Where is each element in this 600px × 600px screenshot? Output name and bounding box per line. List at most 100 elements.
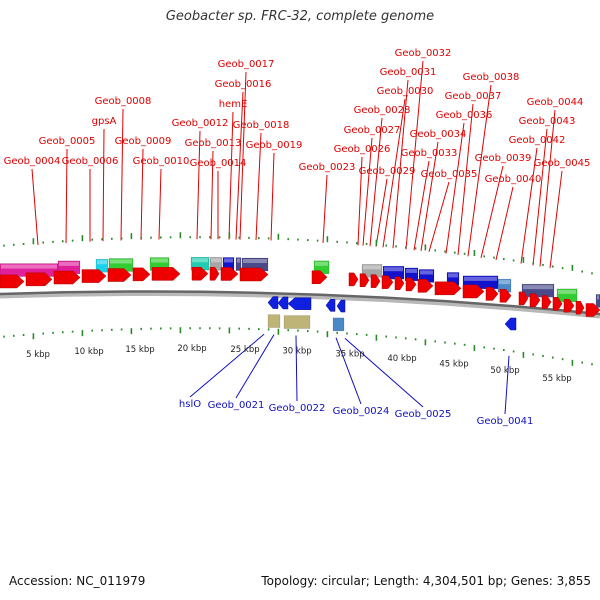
feature-box-slate <box>595 294 600 308</box>
scale-labels: 5 kbp 10 kbp 15 kbp 20 kbp 25 kbp 30 kbp 35 kb… <box>26 344 572 384</box>
plus-gene-label: Geob_0035 <box>421 169 478 180</box>
scale-label: 30 kbp <box>282 347 311 357</box>
backbone-line <box>0 290 600 316</box>
plus-gene-label: Geob_0019 <box>246 140 303 151</box>
feature-box-highlight <box>243 259 267 264</box>
feature-box-highlight <box>384 267 403 272</box>
plus-connector <box>520 147 538 264</box>
plus-connector <box>382 98 406 248</box>
plus-connector <box>255 132 262 241</box>
plus-gene-label: Geob_0036 <box>436 110 493 121</box>
minus-strand-arrow <box>267 296 279 309</box>
minus-gene-label: Geob_0041 <box>477 416 534 427</box>
plus-connector <box>413 160 430 251</box>
plus-connector <box>532 128 548 266</box>
plus-strand-arrow <box>518 291 529 306</box>
plus-gene-label: gpsA <box>92 116 117 127</box>
plus-gene-label: Geob_0013 <box>185 138 242 149</box>
feature-box-highlight <box>224 258 233 263</box>
tick-marks <box>3 232 593 366</box>
plus-strand-arrow <box>191 266 209 281</box>
plus-gene-label: Geob_0031 <box>380 67 437 78</box>
plus-connector <box>228 111 234 240</box>
plus-gene-label: Geob_0006 <box>62 156 119 167</box>
plus-connector <box>428 181 450 252</box>
plus-gene-label: Geob_0014 <box>190 158 247 169</box>
scale-label: 40 kbp <box>387 354 416 364</box>
plus-gene-label: Geob_0005 <box>39 136 96 147</box>
genome-summary: Topology: circular; Length: 4,304,501 bp… <box>261 574 591 588</box>
minus-connector <box>344 337 424 408</box>
minus-gene-label: Geob_0021 <box>208 400 265 411</box>
plus-gene-label: Geob_0038 <box>463 72 520 83</box>
feature-box-highlight <box>420 270 433 275</box>
plus-connector <box>369 117 383 247</box>
plus-strand-arrow <box>563 299 575 313</box>
plus-gene-label: Geob_0032 <box>395 48 452 59</box>
plus-strand-arrow <box>552 297 563 311</box>
feature-box-highlight <box>97 260 107 265</box>
plus-gene-label: Geob_0010 <box>133 156 190 167</box>
plus-gene-label: Geob_0033 <box>401 148 458 159</box>
plus-connector <box>420 141 439 251</box>
plus-gene-label: Geob_0030 <box>377 86 434 97</box>
plus-gene-label: Geob_0042 <box>509 135 566 146</box>
feature-box-highlight <box>59 261 79 266</box>
plus-strand-arrow <box>0 274 25 289</box>
plus-strand-arrow <box>81 269 107 283</box>
plus-connector <box>392 79 409 249</box>
feature-box-highlight <box>237 258 240 263</box>
plus-strand-arrow <box>434 281 462 296</box>
scale-label: 35 kbp <box>335 350 364 360</box>
backbone-shadow <box>0 291 600 319</box>
feature-box-highlight <box>315 261 328 266</box>
scale-label: 55 kbp <box>542 374 571 384</box>
plus-gene-label: Geob_0004 <box>4 156 61 167</box>
minus-strand-arrow <box>336 299 346 313</box>
minus-gene-label: Geob_0022 <box>269 403 326 414</box>
plus-gene-label: Geob_0037 <box>445 91 502 102</box>
plus-strand-arrow <box>394 276 405 291</box>
plus-gene-label: Geob_0012 <box>172 118 229 129</box>
plus-connector <box>158 168 162 240</box>
plus-connector <box>375 178 388 247</box>
plus-strand-arrow <box>405 277 417 292</box>
feature-box-highlight <box>558 289 576 294</box>
plus-connector <box>31 168 39 245</box>
plus-connector <box>239 71 247 240</box>
plus-strand-arrow <box>209 267 220 281</box>
scale-label: 5 kbp <box>26 350 50 360</box>
plus-strand-arrow <box>499 289 512 303</box>
plus-strand-arrow <box>239 267 269 282</box>
plus-connector <box>357 156 363 246</box>
feature-box-highlight <box>1 264 57 269</box>
plus-gene-label: Geob_0043 <box>519 116 576 127</box>
scale-label: 15 kbp <box>125 345 154 355</box>
plus-connector <box>270 152 275 241</box>
plus-connector <box>140 148 144 240</box>
plus-connector <box>102 128 105 242</box>
feature-box-minus-khaki <box>267 314 281 328</box>
plus-gene-label: Geob_0034 <box>410 129 467 140</box>
plus-strand-arrow <box>53 270 81 285</box>
minus-gene-label: Geob_0025 <box>395 409 452 420</box>
accession-label: Accession: NC_011979 <box>9 574 146 588</box>
plus-gene-label: Geob_0009 <box>115 136 172 147</box>
feature-box-highlight <box>110 259 132 264</box>
plus-strand-arrow <box>529 293 541 307</box>
minus-connector <box>295 335 298 402</box>
plus-gene-label: Geob_0045 <box>534 158 591 169</box>
genome-backbone <box>0 290 600 319</box>
minus-strand-arrow <box>277 296 289 310</box>
plus-gene-label: Geob_0040 <box>485 174 542 185</box>
minus-connector <box>335 337 362 405</box>
plus-strand-arrow <box>348 272 359 287</box>
plus-connector <box>65 148 68 244</box>
plus-strand-arrow <box>359 273 370 288</box>
plus-strand-arrow <box>585 303 600 317</box>
plus-strand-arrow <box>311 270 328 284</box>
scale-label: 20 kbp <box>177 344 206 354</box>
plus-gene-label: Geob_0028 <box>354 105 411 116</box>
minus-connector <box>235 334 275 399</box>
